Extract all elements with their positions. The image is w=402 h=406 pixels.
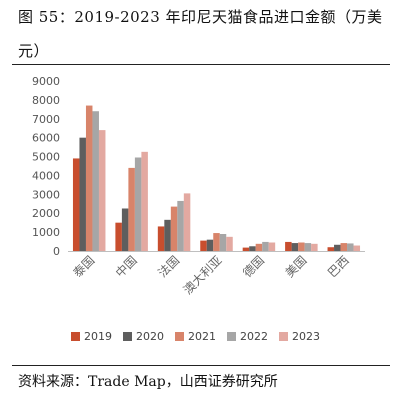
bar-2021-2 [170, 206, 178, 251]
category-label: 泰国 [70, 253, 97, 280]
legend-swatch-2021 [175, 332, 184, 341]
bar-2022-3 [219, 234, 227, 251]
category-label: 法国 [155, 253, 182, 280]
legend-label-2023: 2023 [292, 330, 320, 343]
y-tick-label: 6000 [32, 132, 60, 145]
y-tick-label: 5000 [32, 151, 60, 164]
y-tick-label: 1000 [32, 226, 60, 239]
bar-2019-1 [115, 222, 122, 251]
category-label: 美国 [283, 253, 310, 280]
legend-swatch-2020 [123, 332, 132, 341]
y-tick-label: 2000 [32, 207, 60, 220]
bar-2023-4 [268, 242, 276, 251]
figure-title: 图 55：2019-2023 年印尼天猫食品进口金额（万美元） [18, 8, 383, 60]
bottom-rule [12, 365, 390, 366]
y-tick-label: 3000 [32, 188, 60, 201]
bar-2020-2 [164, 219, 171, 251]
bar-2023-6 [353, 245, 361, 251]
bar-2019-2 [157, 226, 165, 251]
legend-label-2021: 2021 [188, 330, 216, 343]
bar-2020-3 [206, 239, 214, 251]
bar-2022-4 [262, 241, 269, 251]
bar-chart: 0 1000 2000 3000 4000 5000 6000 7000 8000 9000 泰国中… [32, 75, 365, 343]
bar-2021-3 [213, 233, 220, 251]
bar-2022-0 [92, 111, 99, 251]
bar-2019-0 [72, 158, 80, 251]
category-label: 巴西 [325, 253, 352, 280]
bar-2020-6 [334, 244, 341, 251]
bar-2023-5 [311, 243, 318, 251]
bar-2021-1 [128, 167, 135, 251]
bar-2021-5 [298, 242, 305, 251]
bar-2021-6 [340, 243, 348, 251]
y-tick-label: 4000 [32, 169, 60, 182]
legend-swatch-2022 [227, 332, 236, 341]
bar-2021-4 [255, 243, 263, 251]
top-rule [12, 64, 390, 65]
bar-2022-1 [134, 157, 142, 251]
y-tick-label: 0 [53, 245, 60, 258]
bar-2021-0 [85, 105, 93, 251]
bar-2020-0 [79, 137, 86, 251]
bar-2020-5 [291, 243, 299, 251]
y-tick-label: 9000 [32, 75, 60, 88]
legend-label-2020: 2020 [136, 330, 164, 343]
bar-2019-3 [200, 240, 207, 251]
y-tick-label: 7000 [32, 113, 60, 126]
bar-2020-1 [121, 208, 129, 251]
bar-2023-2 [183, 193, 191, 251]
legend-swatch-2023 [279, 332, 288, 341]
bar-2023-3 [226, 236, 233, 251]
bar-2019-5 [285, 241, 292, 251]
bar-2019-4 [242, 247, 250, 251]
bar-2022-2 [177, 200, 184, 251]
bar-2022-6 [347, 243, 354, 251]
y-tick-label: 8000 [32, 94, 60, 107]
legend-swatch-2019 [71, 332, 80, 341]
category-label: 德国 [239, 253, 267, 281]
bar-2019-6 [327, 247, 335, 251]
bar-2023-0 [98, 130, 106, 251]
bar-2023-1 [141, 151, 148, 251]
category-label: 澳大利亚 [181, 253, 225, 297]
legend-label-2022: 2022 [240, 330, 268, 343]
legend-label-2019: 2019 [84, 330, 112, 343]
bar-2022-5 [304, 243, 312, 251]
bar-2020-4 [249, 246, 256, 251]
source-note: 资料来源：Trade Map，山西证券研究所 [18, 374, 278, 390]
category-label: 中国 [112, 253, 140, 281]
